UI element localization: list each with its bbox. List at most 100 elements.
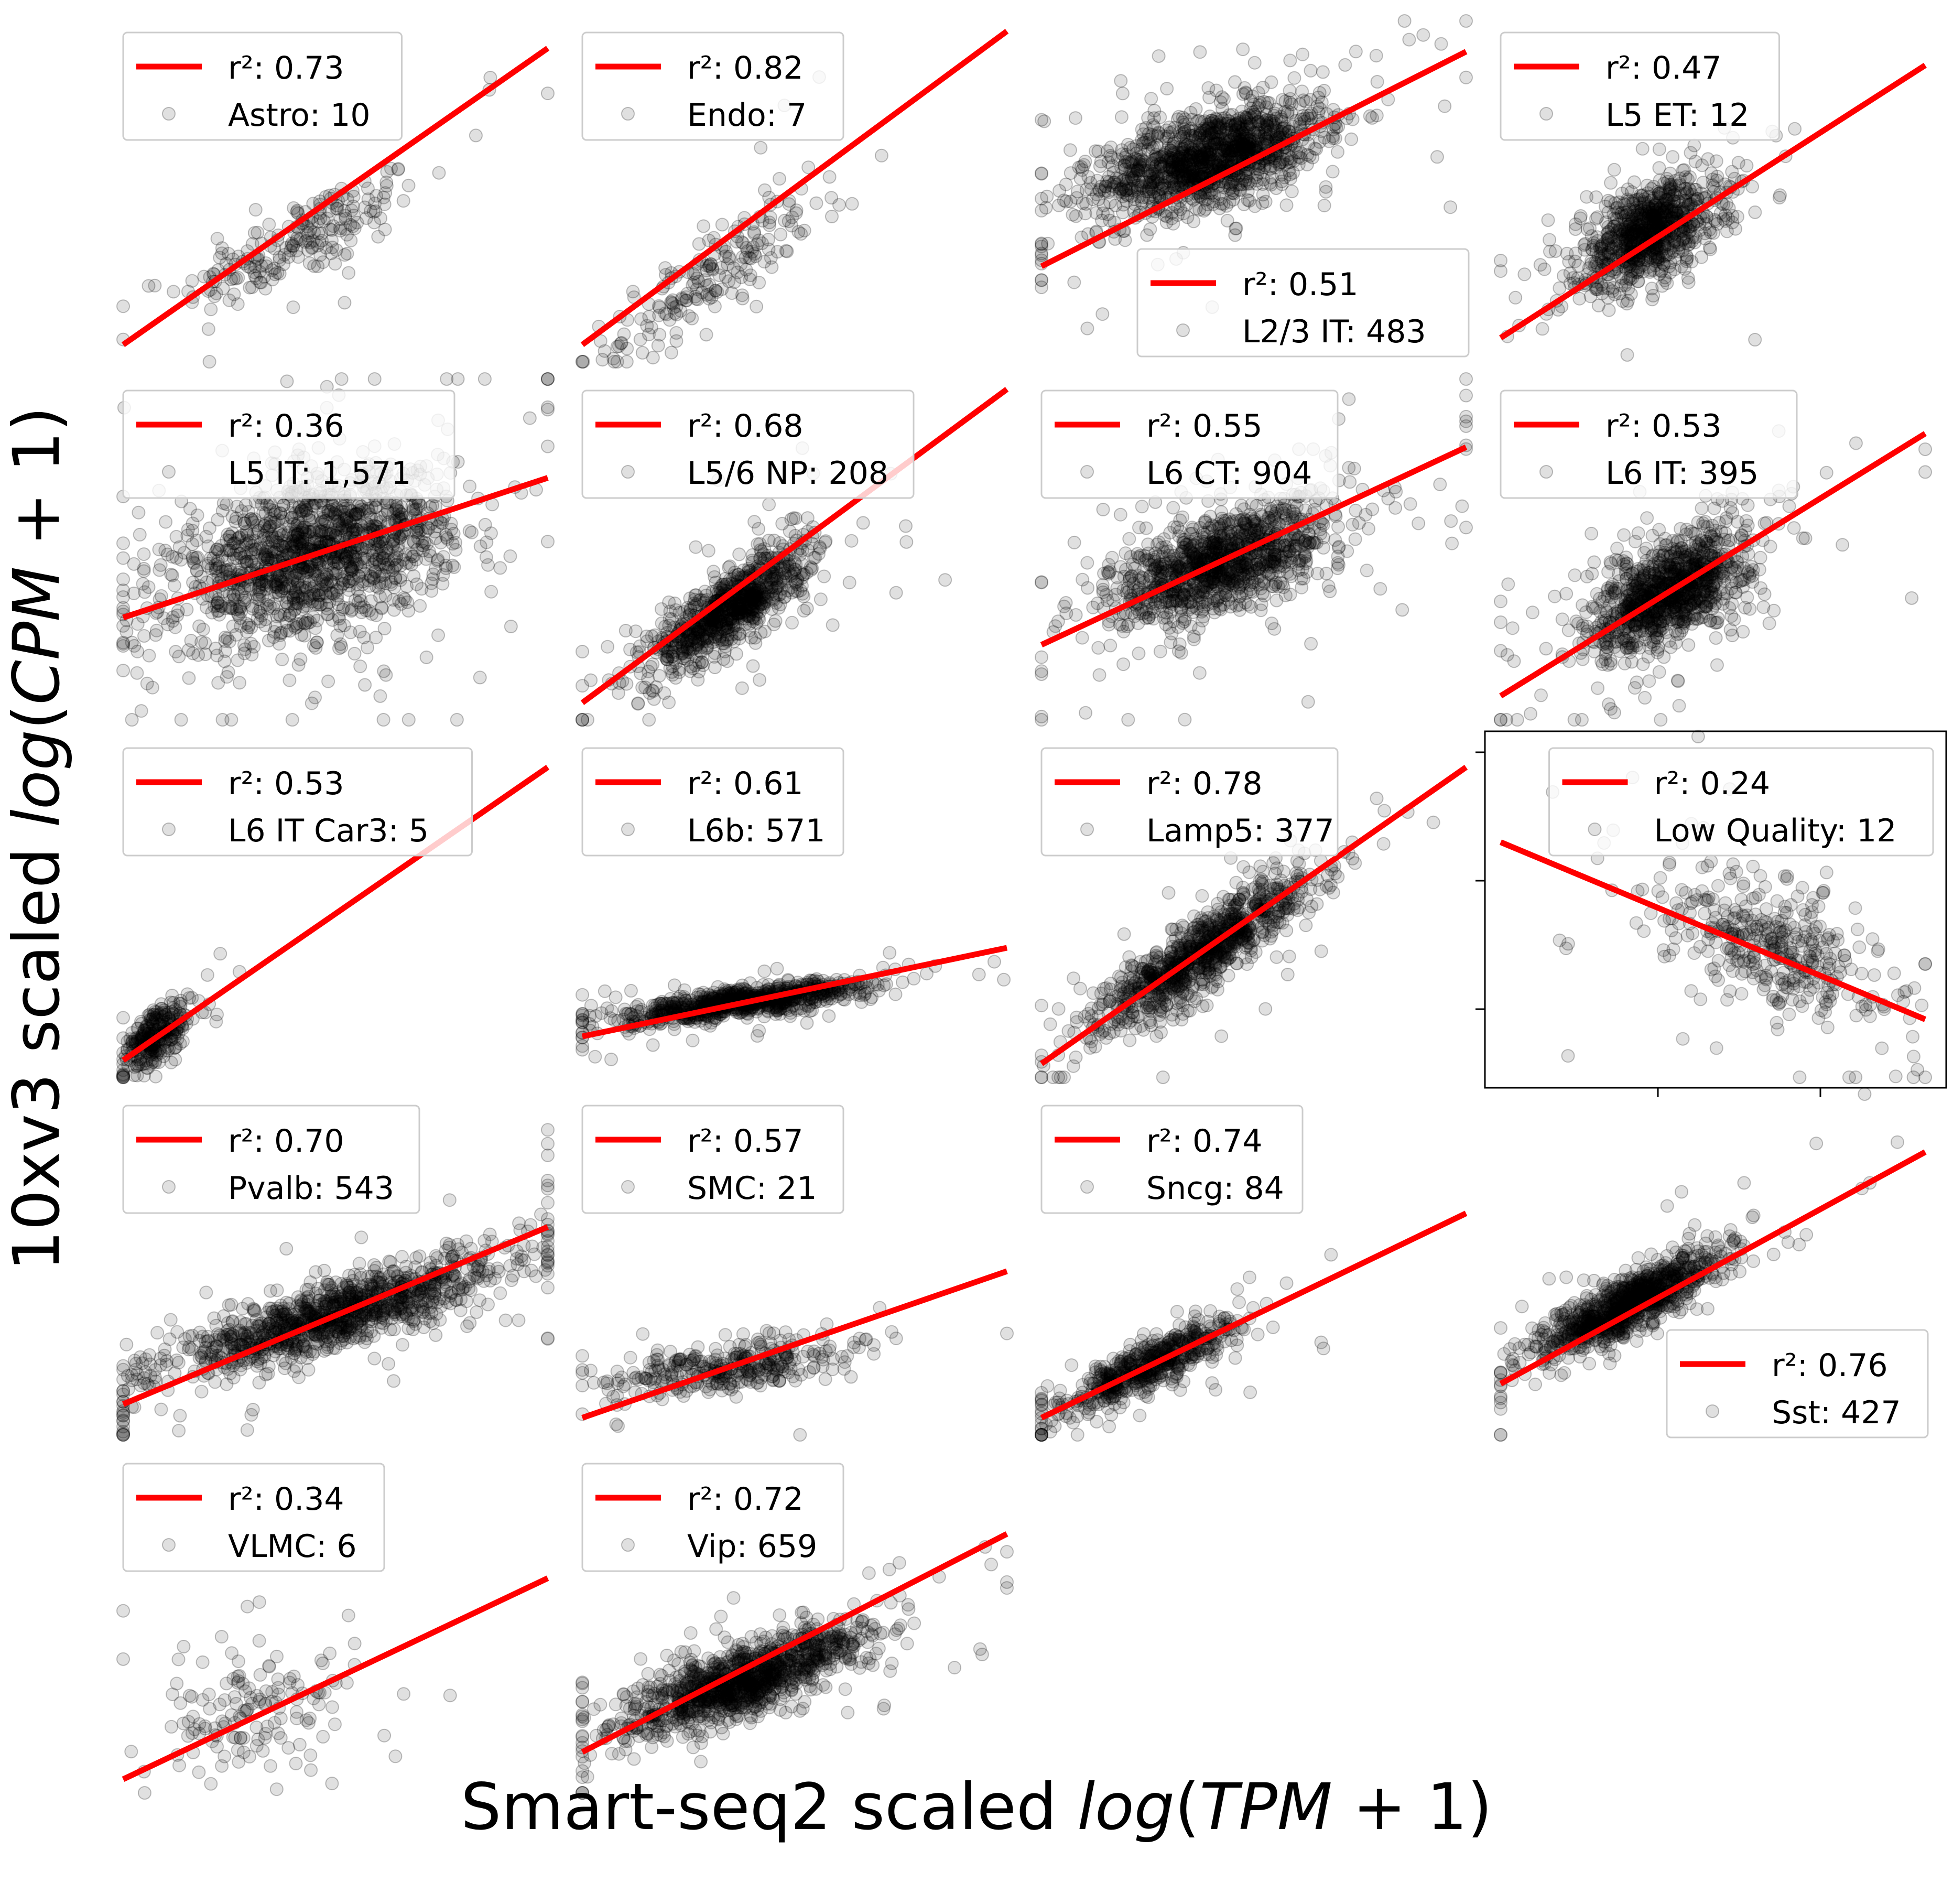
data-point <box>746 659 760 673</box>
data-point <box>380 165 394 179</box>
data-point <box>366 205 381 219</box>
data-point <box>213 251 227 265</box>
data-point <box>617 327 631 341</box>
legend-series-label: L5 ET: 12 <box>1605 97 1749 134</box>
data-point <box>809 196 823 210</box>
data-point <box>1725 165 1739 179</box>
data-point <box>172 650 186 664</box>
data-point <box>642 310 656 324</box>
data-point <box>653 328 667 342</box>
data-point <box>1438 99 1452 113</box>
data-point <box>1114 74 1128 88</box>
data-point <box>378 222 392 236</box>
data-point <box>134 704 148 718</box>
data-point <box>154 589 168 603</box>
data-point <box>325 233 339 247</box>
data-point <box>1285 185 1299 199</box>
data-point <box>1284 155 1298 169</box>
data-point <box>313 598 327 612</box>
data-point <box>311 239 325 253</box>
data-point <box>1095 213 1109 228</box>
data-point <box>1239 86 1253 101</box>
data-point <box>680 287 695 301</box>
data-point <box>130 666 144 680</box>
data-point <box>750 299 764 313</box>
data-point <box>938 573 952 587</box>
data-point <box>1681 172 1695 187</box>
data-point <box>337 204 351 218</box>
data-point <box>300 220 314 234</box>
data-point <box>1706 172 1720 187</box>
data-point <box>1620 348 1634 362</box>
data-point <box>739 251 753 265</box>
data-point <box>1163 160 1177 175</box>
data-point <box>305 240 319 254</box>
data-point <box>541 535 555 549</box>
data-point <box>735 291 750 306</box>
data-point <box>503 549 517 563</box>
data-point <box>338 296 352 310</box>
data-point <box>576 645 589 658</box>
data-point <box>394 597 408 611</box>
data-point <box>248 268 262 283</box>
data-point <box>465 525 479 539</box>
data-point <box>251 225 265 240</box>
data-point <box>227 287 241 301</box>
data-point <box>254 275 268 289</box>
data-point <box>1284 106 1298 120</box>
data-point <box>208 289 222 304</box>
data-point <box>386 553 400 567</box>
data-point <box>1229 124 1243 138</box>
data-point <box>368 204 383 218</box>
data-point <box>333 212 348 226</box>
data-point <box>644 320 658 334</box>
data-point <box>1679 195 1693 209</box>
data-point <box>245 280 259 294</box>
data-point <box>1773 188 1787 202</box>
data-point <box>1171 150 1186 165</box>
data-point <box>722 250 736 264</box>
data-point <box>229 511 243 525</box>
data-point <box>1726 209 1740 223</box>
data-point <box>755 236 769 250</box>
data-point <box>1152 126 1166 140</box>
data-point <box>1301 137 1316 151</box>
data-point <box>286 300 300 315</box>
data-point <box>1574 211 1588 225</box>
data-point <box>785 210 799 224</box>
data-point <box>576 355 589 369</box>
data-point <box>1681 238 1695 252</box>
data-point <box>238 642 252 656</box>
data-point <box>306 234 320 248</box>
data-point <box>323 222 337 236</box>
data-point <box>541 403 555 417</box>
data-point <box>504 620 518 633</box>
data-point <box>343 218 357 232</box>
data-point <box>1199 124 1213 138</box>
data-point <box>432 166 446 180</box>
data-point <box>1067 275 1081 289</box>
data-point <box>340 246 354 261</box>
data-point <box>257 519 272 533</box>
legend-point-swatch <box>1539 107 1553 121</box>
data-point <box>357 631 371 645</box>
data-point <box>358 200 372 214</box>
data-point <box>668 306 682 320</box>
data-point <box>272 526 286 540</box>
data-point <box>338 222 352 236</box>
data-point <box>800 511 815 525</box>
points <box>116 71 555 369</box>
data-point <box>1283 167 1297 181</box>
data-point <box>1640 178 1654 192</box>
data-point <box>703 287 717 301</box>
data-point <box>291 577 305 591</box>
data-point <box>346 219 360 233</box>
data-point <box>753 673 767 687</box>
data-point <box>361 181 375 196</box>
data-point <box>191 648 205 662</box>
data-point <box>1144 92 1158 106</box>
data-point <box>1275 93 1289 107</box>
